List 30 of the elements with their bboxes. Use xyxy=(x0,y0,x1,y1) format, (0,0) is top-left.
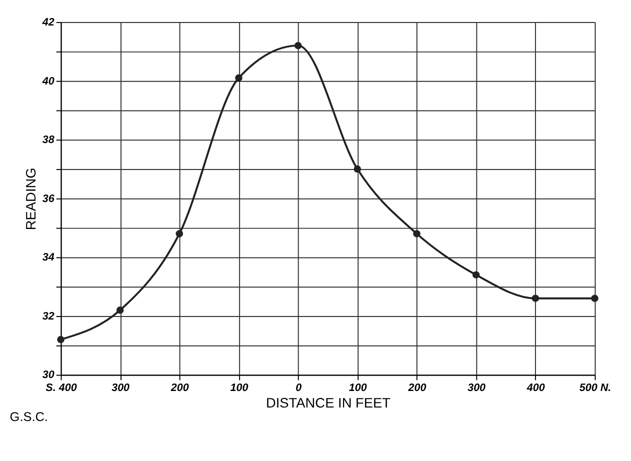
x-tick-label: 500 N. xyxy=(579,382,612,394)
point xyxy=(532,294,540,302)
point xyxy=(413,230,420,238)
y-axis-title: READING xyxy=(24,168,39,230)
point xyxy=(354,165,362,173)
y-tick-label: 42 xyxy=(41,16,54,28)
point xyxy=(591,294,598,302)
x-tick-label: 200 xyxy=(407,382,426,394)
y-tick-label: 36 xyxy=(42,192,56,205)
x-tick-label: 100 xyxy=(230,382,248,394)
point xyxy=(116,306,124,314)
point xyxy=(472,271,480,278)
point xyxy=(57,336,64,344)
y-tick-label: 40 xyxy=(41,75,54,88)
point xyxy=(294,42,302,50)
y-tick-label: 32 xyxy=(42,310,54,322)
x-tick-label: 400 xyxy=(526,382,545,394)
x-tick-label: 100 xyxy=(348,382,367,394)
y-tick-label: 38 xyxy=(42,134,54,146)
y-tick-label: 30 xyxy=(42,369,54,382)
point xyxy=(235,74,242,82)
x-tick-label: 0 xyxy=(296,382,302,394)
x-tick-label: 200 xyxy=(170,382,189,394)
text: G.S.C. xyxy=(10,408,48,424)
point xyxy=(176,230,184,238)
x-tick-label: 300 xyxy=(468,382,486,394)
x-tick-label: S. 400 xyxy=(46,382,77,394)
x-tick-label: 300 xyxy=(112,382,130,394)
y-tick-label: 34 xyxy=(42,252,54,264)
x-axis-title: DISTANCE IN FEET xyxy=(266,396,392,411)
